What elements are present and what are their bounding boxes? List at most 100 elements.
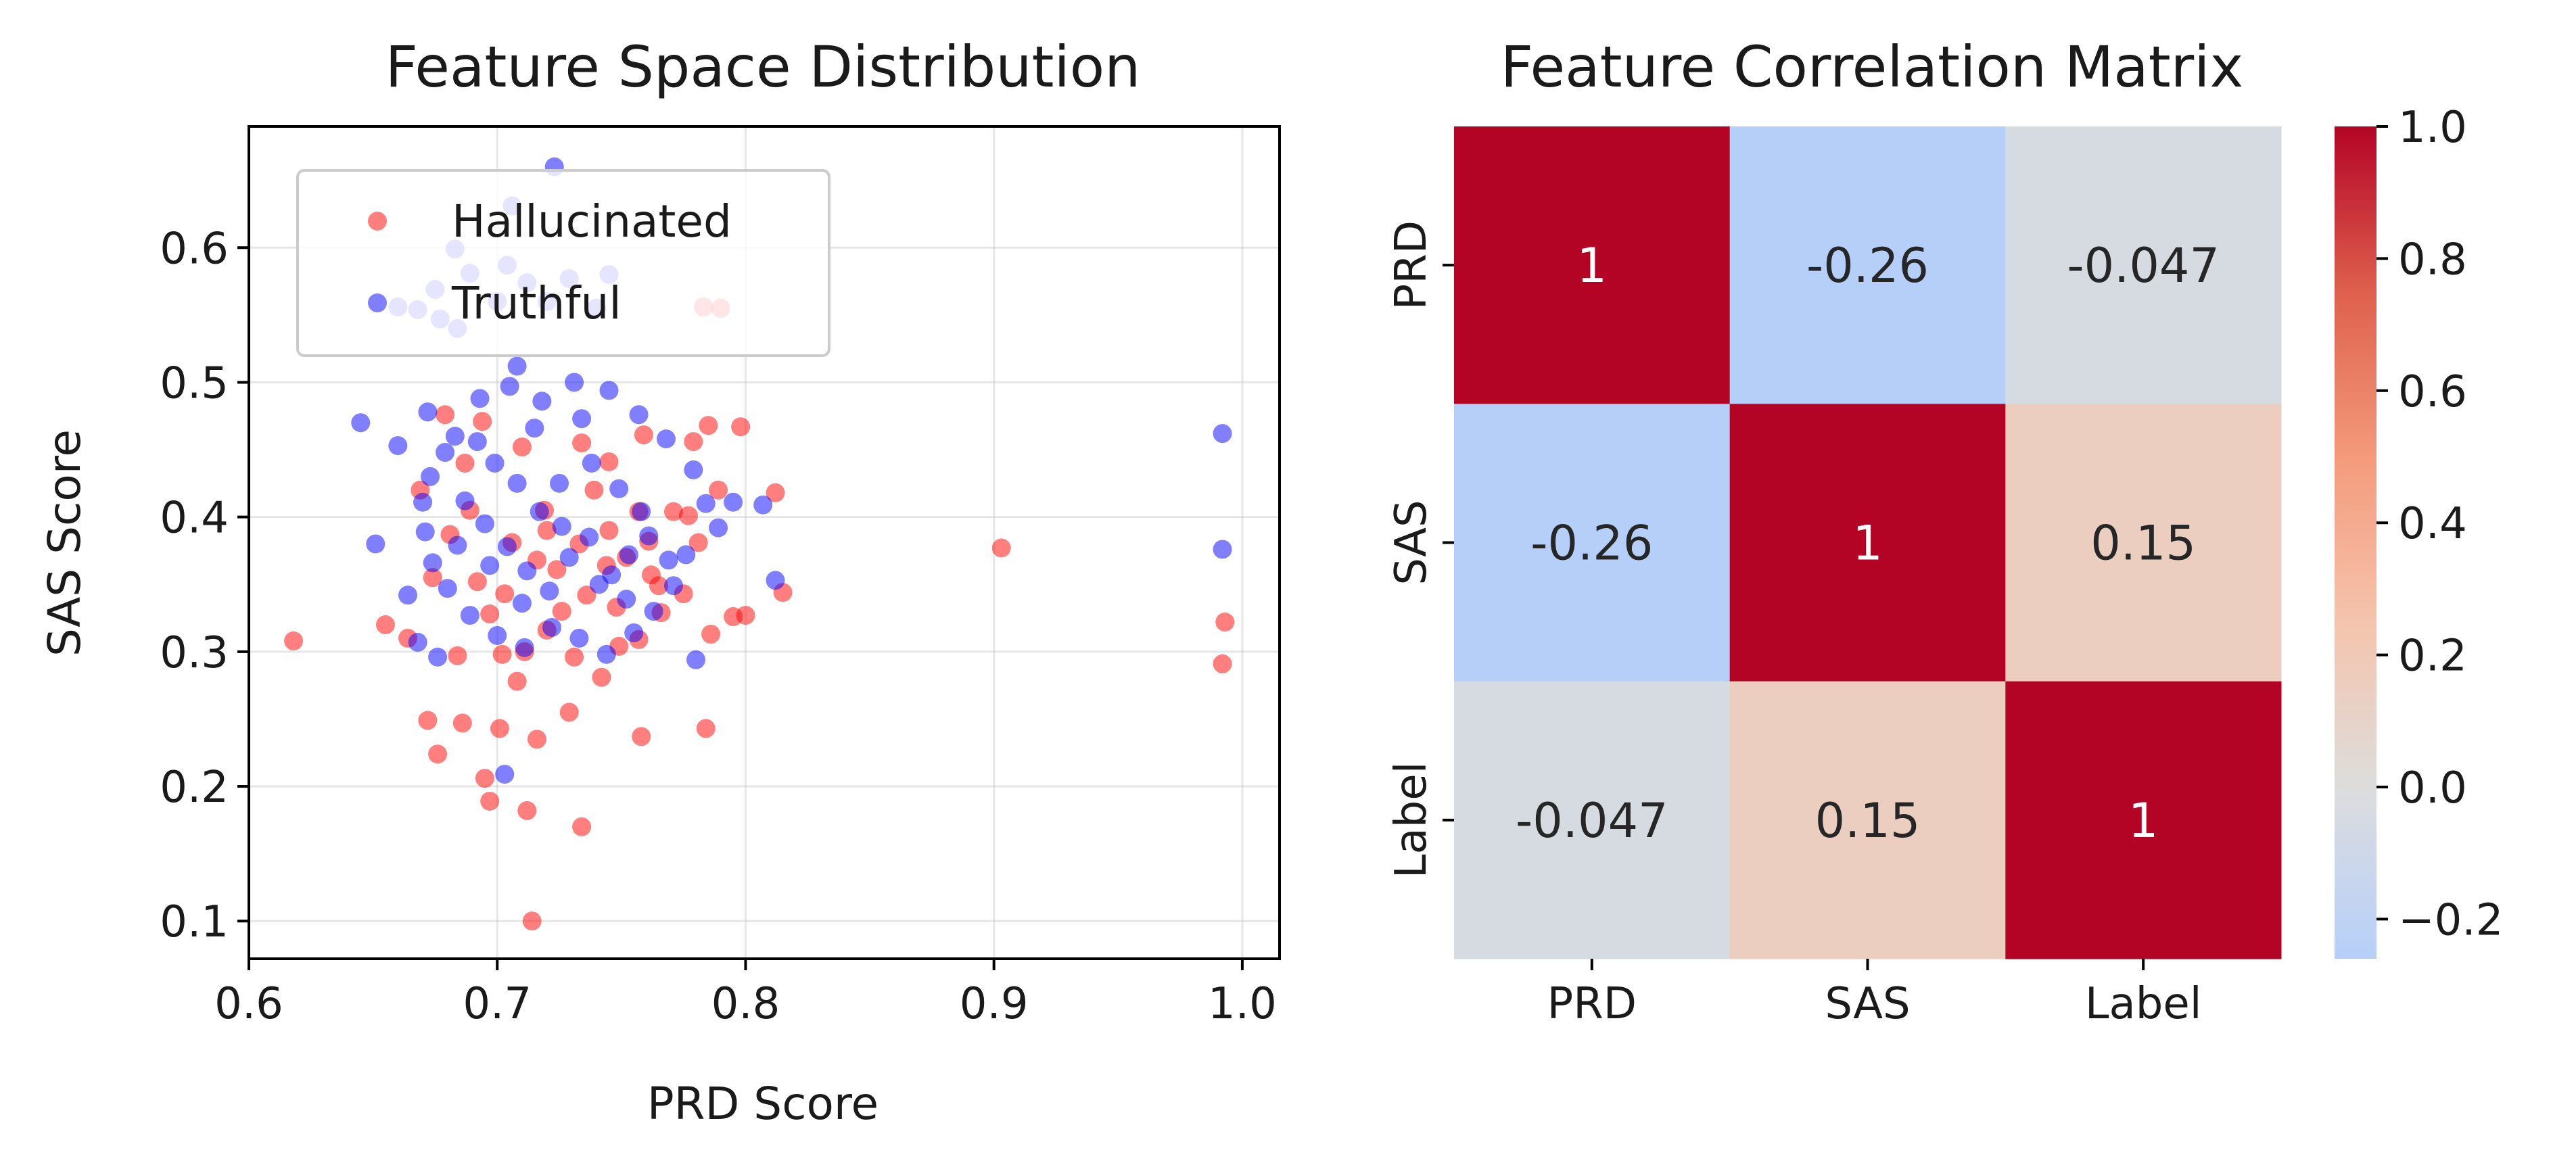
scatter-point-truthful [448,535,467,555]
scatter-point-truthful [436,443,455,462]
scatter-point-truthful [1213,424,1232,444]
scatter-point-hallucinated [592,667,611,687]
scatter-point-truthful [418,402,438,422]
heatmap-cell-value: -0.047 [1516,793,1668,849]
scatter-point-hallucinated [490,719,509,738]
scatter-y-tick-label: 0.6 [160,224,229,274]
heatmap-cells: 1 -0.26 -0.047 -0.26 1 0.15 -0.047 0.15 1 [1454,126,2282,959]
scatter-y-tick-label: 0.2 [160,763,229,813]
scatter-point-truthful [624,623,644,642]
scatter-point-hallucinated [480,791,500,811]
heatmap-row-label: Label [1386,762,1436,879]
heatmap-cell [1729,681,2006,959]
scatter-point-truthful [445,427,465,446]
scatter-point-truthful [540,581,559,601]
scatter-point-truthful [415,522,435,542]
scatter-point-truthful [617,590,636,609]
scatter-point-truthful [495,765,515,784]
scatter-point-truthful [428,647,448,667]
scatter-point-truthful [398,586,418,605]
scatter-point-hallucinated [475,769,494,788]
scatter-point-hallucinated [678,506,698,525]
scatter-point-hallucinated [418,711,438,730]
colorbar-tick-label: 0.4 [2398,499,2467,549]
scatter-point-truthful [644,602,663,621]
scatter-point-truthful [507,473,527,493]
scatter-x-tick-label: 1.0 [1208,979,1277,1029]
scatter-point-truthful [475,514,494,533]
legend-box [296,169,830,357]
scatter-point-hallucinated [284,631,304,650]
scatter-point-hallucinated [632,727,651,746]
scatter-point-truthful [366,534,385,554]
scatter-point-truthful [684,460,703,479]
legend-marker-hallucinated [368,212,387,231]
scatter-point-truthful [532,391,552,411]
scatter-point-truthful [724,492,743,512]
scatter-point-hallucinated [492,644,512,664]
scatter-point-truthful [497,537,517,556]
heatmap-cell [1454,126,1731,404]
heatmap-panel: Feature Correlation Matrix 1 -0.26 -0.047 -… [1386,34,2503,1029]
scatter-point-truthful [530,502,549,521]
scatter-point-hallucinated [701,624,721,644]
scatter-point-truthful [423,553,442,573]
scatter-point-truthful [632,502,651,521]
scatter-y-axis-label: SAS Score [39,429,91,657]
heatmap-cell-value: 1 [1577,238,1608,293]
scatter-point-truthful [517,561,537,581]
scatter-point-truthful [438,579,457,598]
scatter-point-hallucinated [428,744,448,764]
scatter-point-truthful [351,413,371,433]
scatter-point-hallucinated [584,480,604,500]
scatter-point-hallucinated [448,646,467,665]
scatter-point-truthful [659,550,678,570]
scatter-x-axis-label: PRD Score [647,1078,879,1130]
scatter-point-truthful [470,389,490,408]
heatmap-cell [1454,681,1731,959]
scatter-y-ticks: 0.1 0.2 0.3 0.4 0.5 0.6 [160,224,249,947]
scatter-x-tick-label: 0.6 [214,979,283,1029]
scatter-point-hallucinated [375,615,395,635]
scatter-panel: Feature Space Distribution 0.6 0.7 0.8 0.9 1… [39,34,1281,1130]
scatter-x-tick-label: 0.9 [960,979,1029,1029]
scatter-point-hallucinated [527,730,546,749]
scatter-y-tick-label: 0.5 [160,358,229,408]
scatter-point-truthful [408,632,427,652]
scatter-point-hallucinated [495,584,515,604]
scatter-y-tick-label: 0.4 [160,494,229,544]
scatter-point-truthful [589,575,609,594]
heatmap-cell-value: 1 [1852,516,1883,571]
heatmap-cell [2005,681,2282,959]
heatmap-cell-value: -0.047 [2067,238,2220,293]
scatter-point-hallucinated [699,416,718,435]
scatter-point-hallucinated [634,425,653,445]
scatter-point-hallucinated [559,702,579,722]
legend: Hallucinated Truthful [296,169,830,357]
scatter-point-hallucinated [709,480,728,500]
scatter-point-truthful [388,436,408,456]
scatter-point-hallucinated [537,521,557,540]
scatter-point-truthful [480,556,500,575]
scatter-point-truthful [766,571,785,590]
scatter-point-truthful [580,527,599,547]
heatmap-column-label: Label [2085,979,2202,1029]
scatter-point-truthful [525,419,544,438]
scatter-point-truthful [686,650,706,669]
heatmap-title: Feature Correlation Matrix [1501,34,2243,100]
scatter-point-truthful [485,453,505,473]
scatter-point-truthful [753,495,773,515]
scatter-point-hallucinated [436,405,455,425]
heatmap-column-label: SAS [1825,979,1910,1029]
scatter-point-hallucinated [688,533,708,552]
scatter-point-truthful [488,625,507,645]
legend-label-truthful: Truthful [451,277,622,329]
scatter-point-truthful [619,545,638,565]
scatter-point-hallucinated [552,602,571,621]
scatter-point-truthful [550,473,569,493]
scatter-point-truthful [572,409,592,429]
colorbar-tick-label: 0.0 [2398,763,2467,813]
scatter-point-truthful [565,373,584,392]
heatmap-cell-value: 1 [2128,793,2159,849]
scatter-point-hallucinated [480,604,500,624]
